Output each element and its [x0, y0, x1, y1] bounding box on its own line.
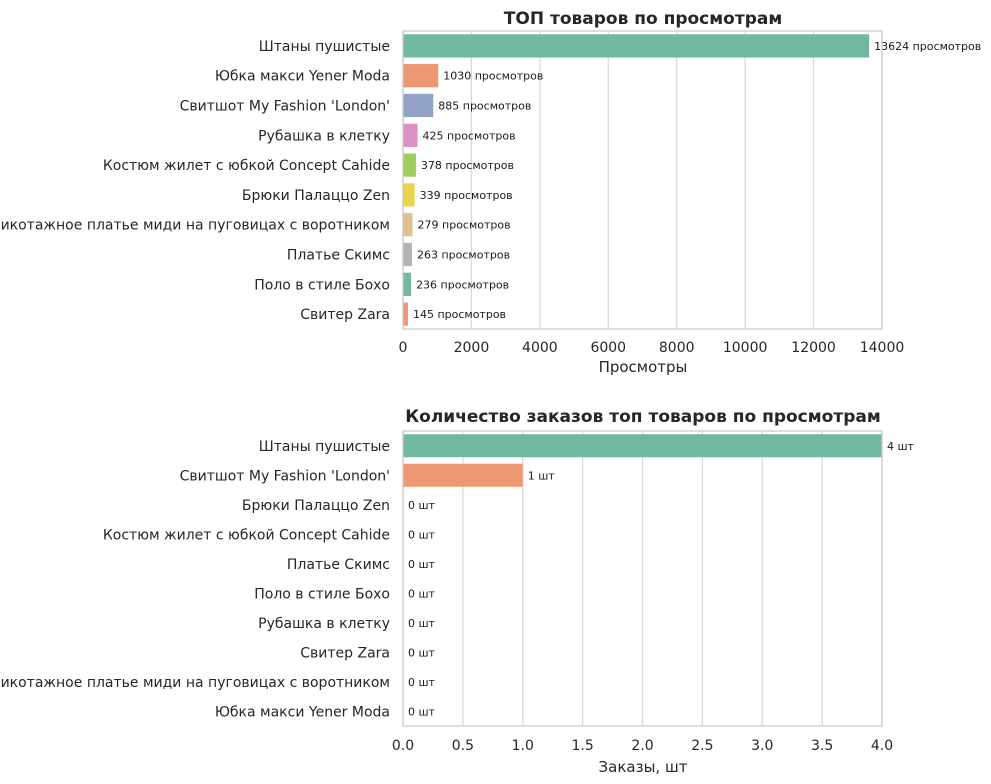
views-category-label: Юбка макси Yener Moda: [215, 69, 390, 85]
views-category-label: Свитер Zara: [300, 307, 390, 323]
views-bar: [403, 272, 412, 296]
views-bar: [403, 302, 408, 326]
views-chart-x-ticks: 0 2000 4000 6000 8000 10000 12000 14000: [399, 340, 905, 356]
orders-bar: [403, 434, 882, 458]
views-bar: [403, 183, 415, 207]
orders-x-tick-label: 4.0: [871, 738, 893, 754]
orders-data-label: 0 шт: [408, 676, 436, 689]
views-chart-bars: [403, 34, 870, 326]
views-chart-frame: [402, 30, 883, 330]
views-bar: [403, 242, 412, 267]
views-category-label: Рубашка в клетку: [258, 128, 390, 144]
views-x-tick-label: 2000: [454, 340, 490, 356]
orders-category-label: Трикотажное платье миди на пуговицах с в…: [0, 675, 390, 691]
orders-data-label: 0 шт: [408, 558, 436, 571]
orders-chart: Количество заказов топ товаров по просмо…: [0, 407, 915, 776]
orders-chart-bars: [403, 434, 882, 487]
views-data-label: 425 просмотров: [423, 129, 516, 142]
orders-category-label: Свитер Zara: [300, 645, 390, 661]
views-x-tick-label: 12000: [791, 340, 836, 356]
orders-x-tick-label: 1.0: [512, 738, 534, 754]
views-chart: ТОП товаров по просмотрам Штаны пушистые…: [0, 9, 981, 376]
views-x-tick-label: 10000: [723, 340, 768, 356]
views-x-tick-label: 0: [399, 340, 408, 356]
views-data-label: 885 просмотров: [438, 100, 531, 113]
orders-category-label: Рубашка в клетку: [258, 616, 390, 632]
views-data-label: 263 просмотров: [417, 249, 510, 262]
orders-data-label: 0 шт: [408, 499, 436, 512]
views-category-label: Свитшот My Fashion 'London': [180, 99, 390, 115]
orders-data-label: 1 шт: [528, 469, 556, 482]
views-bar: [403, 153, 416, 177]
views-data-label: 13624 просмотров: [874, 40, 981, 53]
orders-x-tick-label: 0.0: [392, 738, 414, 754]
orders-category-label: Штаны пушистые: [259, 439, 390, 455]
orders-x-tick-label: 2.0: [631, 738, 653, 754]
views-category-label: Брюки Палаццо Zen: [242, 188, 390, 204]
views-category-label: Штаны пушистые: [259, 39, 390, 55]
views-category-label: Трикотажное платье миди на пуговицах с в…: [0, 218, 390, 234]
views-chart-x-axis-label: Просмотры: [599, 358, 688, 376]
orders-chart-title: Количество заказов топ товаров по просмо…: [405, 407, 880, 427]
views-data-label: 378 просмотров: [421, 159, 514, 172]
views-data-label: 1030 просмотров: [443, 70, 543, 83]
orders-chart-x-axis-label: Заказы, шт: [599, 758, 688, 776]
views-x-tick-label: 6000: [590, 340, 626, 356]
views-chart-categories: Штаны пушистые Юбка макси Yener Moda Свитш…: [0, 39, 390, 323]
views-chart-data-labels: 13624 просмотров 1030 просмотров 885 просм…: [413, 40, 981, 321]
orders-data-label: 0 шт: [408, 587, 436, 600]
orders-category-label: Юбка макси Yener Moda: [215, 704, 390, 720]
views-bar: [403, 64, 439, 88]
views-bar: [403, 34, 870, 58]
orders-bar: [403, 463, 523, 487]
orders-x-tick-label: 2.5: [691, 738, 713, 754]
views-bar: [403, 123, 418, 147]
views-category-label: Костюм жилет с юбкой Concept Cahide: [103, 158, 390, 174]
views-bar: [403, 93, 434, 118]
orders-chart-data-labels: 4 шт 1 шт 0 шт 0 шт 0 шт 0 шт 0 шт 0 шт 0 шт 0 шт: [408, 440, 915, 719]
orders-data-label: 0 шт: [408, 528, 436, 541]
orders-data-label: 4 шт: [887, 440, 915, 453]
orders-chart-categories: Штаны пушистые Свитшот My Fashion 'London…: [0, 439, 390, 721]
orders-x-tick-label: 1.5: [571, 738, 593, 754]
views-data-label: 279 просмотров: [418, 219, 511, 232]
views-data-label: 145 просмотров: [413, 308, 506, 321]
orders-data-label: 0 шт: [408, 617, 436, 630]
views-data-label: 339 просмотров: [420, 189, 513, 202]
orders-data-label: 0 шт: [408, 646, 436, 659]
views-chart-title: ТОП товаров по просмотрам: [504, 9, 782, 29]
orders-x-tick-label: 3.0: [751, 738, 773, 754]
views-x-tick-label: 4000: [522, 340, 558, 356]
orders-x-tick-label: 3.5: [811, 738, 833, 754]
orders-data-label: 0 шт: [408, 705, 436, 718]
orders-category-label: Платье Скимс: [287, 557, 390, 573]
views-x-tick-label: 8000: [659, 340, 695, 356]
orders-category-label: Свитшот My Fashion 'London': [180, 468, 390, 484]
views-x-tick-label: 14000: [860, 340, 905, 356]
views-category-label: Платье Скимс: [287, 248, 390, 264]
orders-x-tick-label: 0.5: [452, 738, 474, 754]
orders-chart-frame: [402, 430, 883, 727]
orders-category-label: Брюки Палаццо Zen: [242, 498, 390, 514]
views-data-label: 236 просмотров: [416, 278, 509, 291]
orders-chart-x-ticks: 0.0 0.5 1.0 1.5 2.0 2.5 3.0 3.5 4.0: [392, 738, 893, 754]
views-bar: [403, 213, 413, 237]
views-category-label: Поло в стиле Бохо: [254, 277, 390, 293]
orders-category-label: Поло в стиле Бохо: [254, 586, 390, 602]
views-chart-grid: [402, 31, 883, 329]
orders-category-label: Костюм жилет с юбкой Concept Cahide: [103, 527, 390, 543]
